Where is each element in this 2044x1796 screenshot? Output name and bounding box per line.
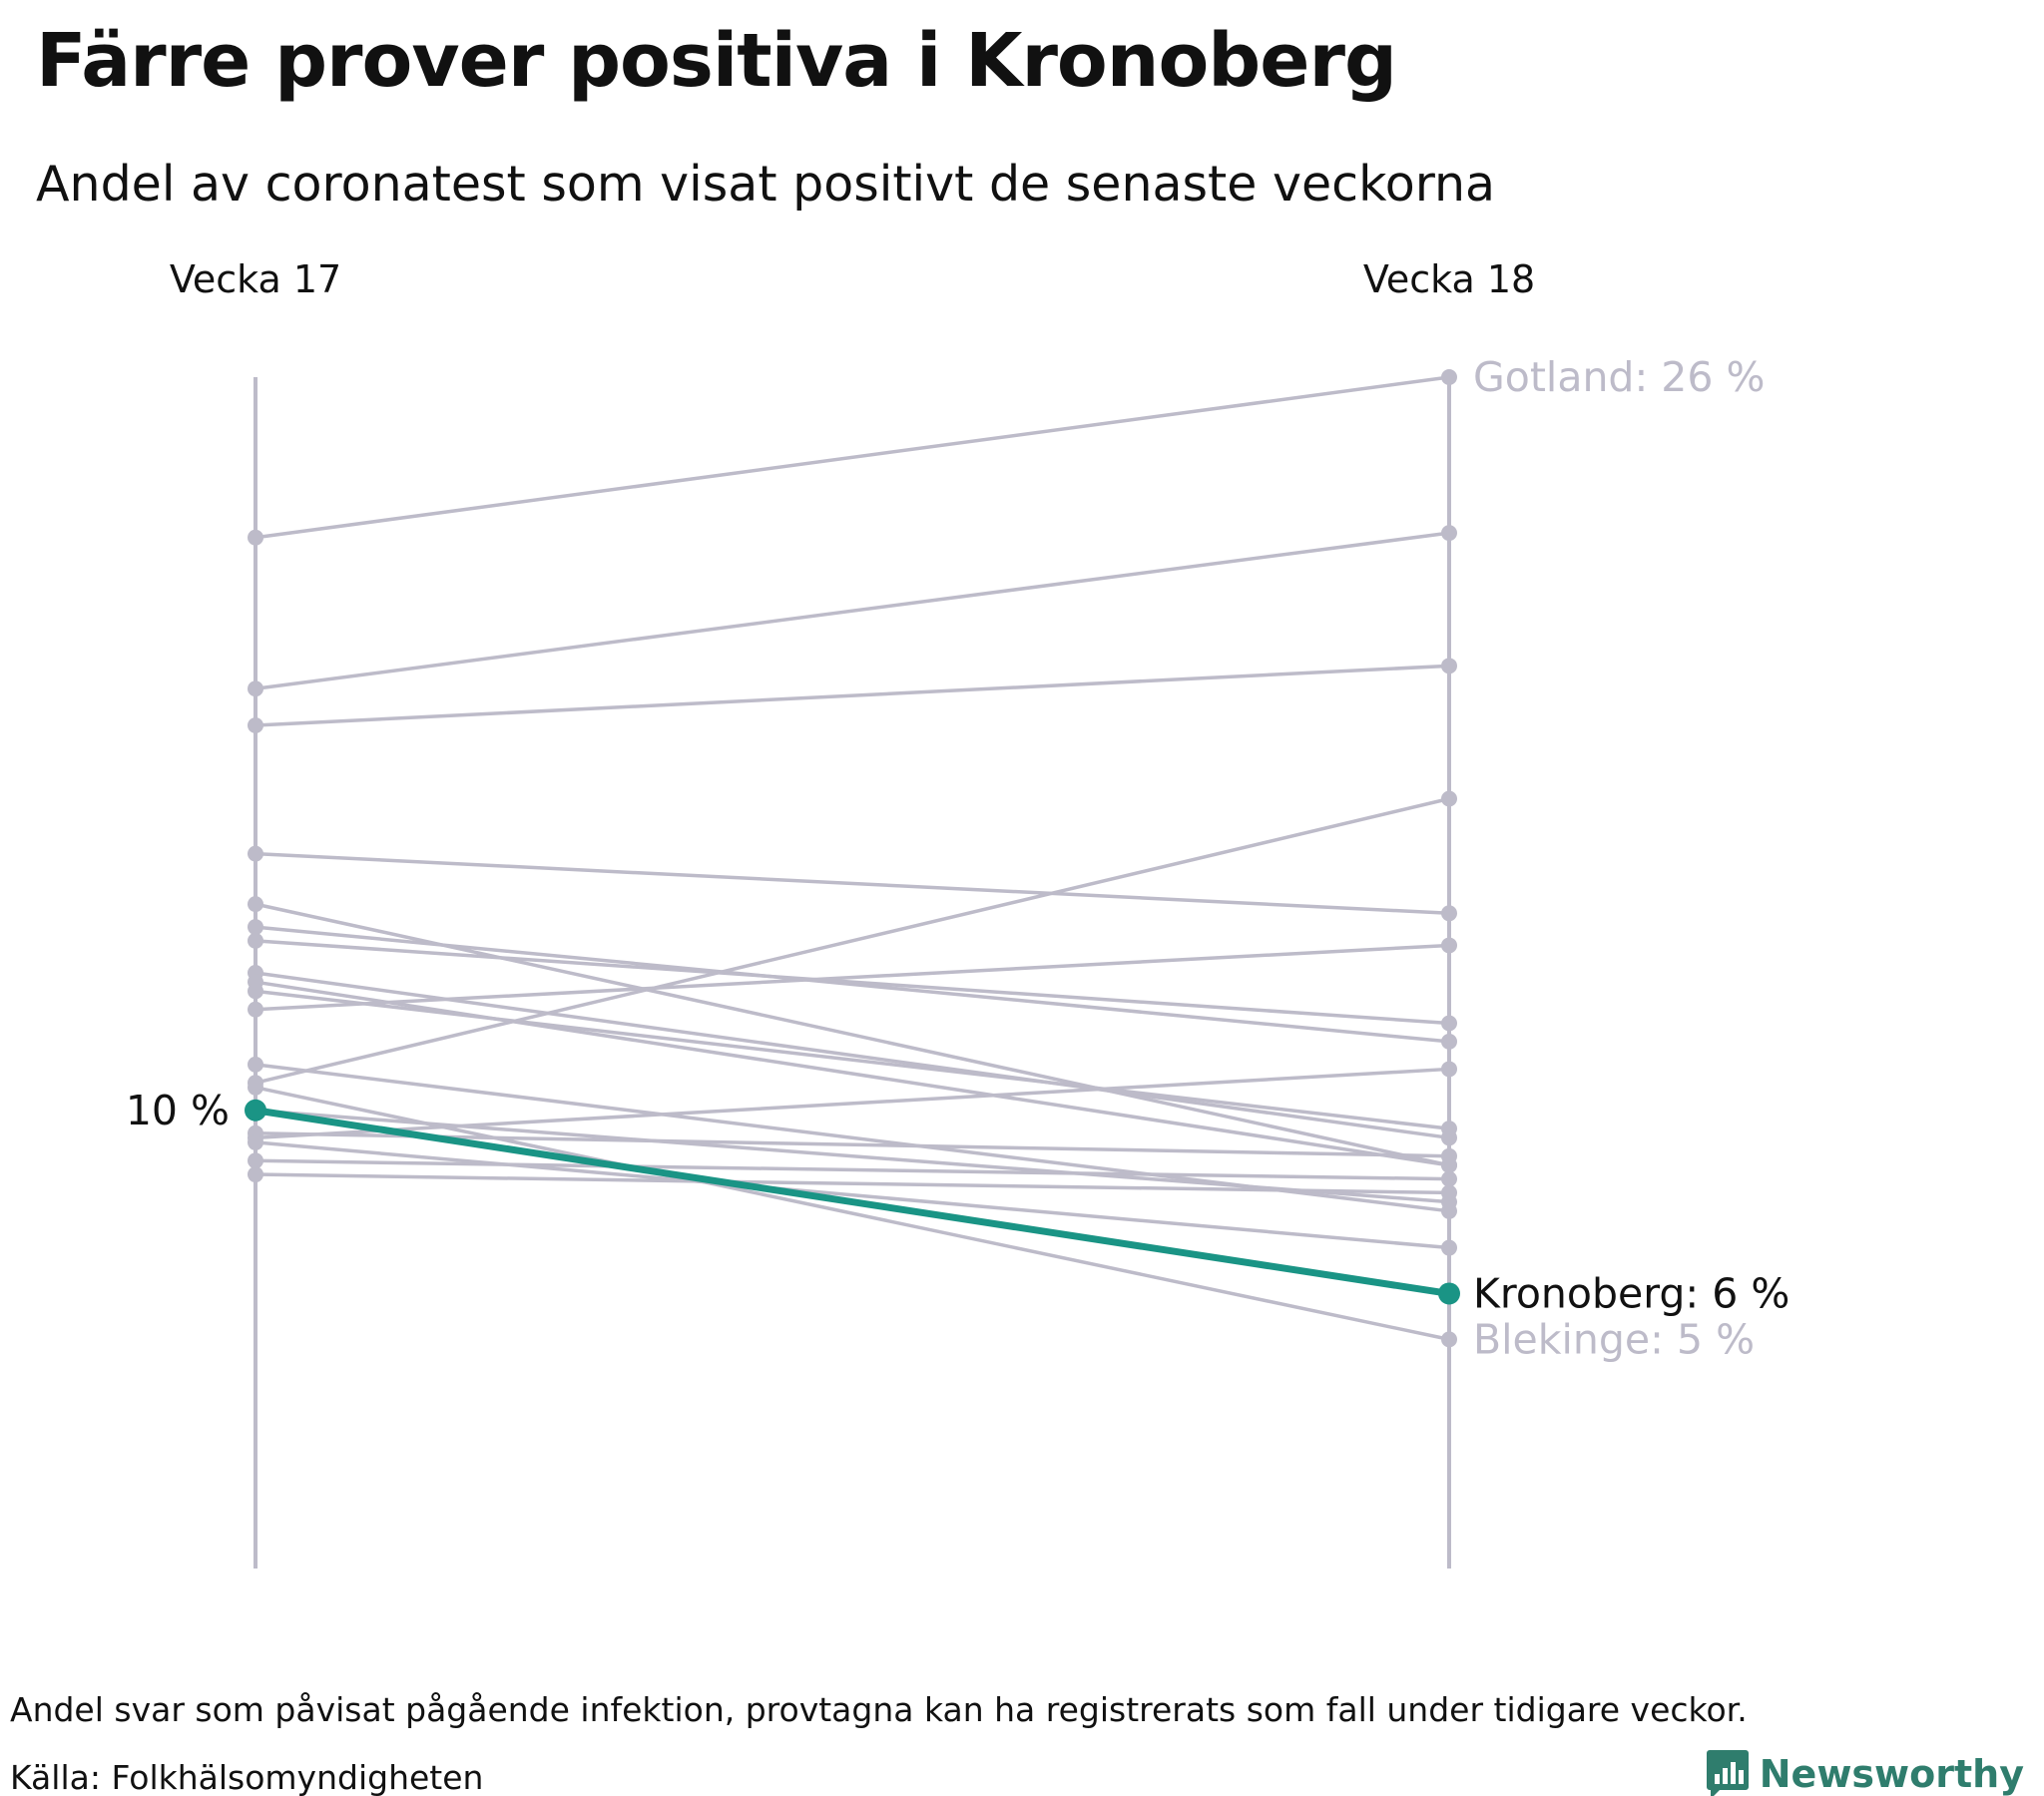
data-point <box>1441 1033 1457 1050</box>
data-point <box>1441 1147 1457 1164</box>
series-line <box>255 1109 1450 1204</box>
data-label-blekinge: Blekinge: 5 % <box>1473 1315 1755 1363</box>
series-line <box>255 851 1450 916</box>
data-point-kronoberg <box>1438 1282 1460 1305</box>
data-point <box>248 1075 263 1092</box>
data-point <box>248 1166 263 1183</box>
data-point <box>248 932 263 949</box>
series-line <box>255 1158 1450 1181</box>
data-point <box>248 983 263 1000</box>
series-line <box>255 939 1450 1026</box>
chart-subtitle: Andel av coronatest som visat positivt d… <box>36 156 1496 213</box>
series-line <box>255 989 1450 1130</box>
data-point <box>1441 525 1457 542</box>
x-tick-label-week-18: Vecka 18 <box>1362 257 1536 301</box>
data-point <box>1441 1239 1457 1256</box>
chart-title: Färre prover positiva i Kronoberg <box>36 18 1397 104</box>
data-point <box>1441 1015 1457 1032</box>
series-line <box>255 1172 1450 1195</box>
series-line <box>255 375 1450 540</box>
data-point <box>248 717 263 734</box>
data-point <box>1441 790 1457 807</box>
series-line <box>255 664 1450 727</box>
series-line <box>255 531 1450 691</box>
series-line <box>255 943 1450 1012</box>
brand-logo: Newsworthy <box>1706 1748 2024 1796</box>
data-label-gotland: Gotland: 26 % <box>1473 353 1765 401</box>
source-note: Källa: Folkhälsomyndigheten <box>10 1758 484 1796</box>
footnote: Andel svar som påvisat pågående infektio… <box>10 1690 1748 1729</box>
series-line <box>255 1067 1450 1140</box>
series-line <box>255 1086 1450 1342</box>
data-point <box>248 529 263 546</box>
data-point <box>248 1133 263 1150</box>
data-point <box>248 896 263 913</box>
bar-chart-speech-bubble-icon <box>1706 1750 1749 1796</box>
data-point <box>248 845 263 862</box>
data-label-kronoberg-week-17: 10 % <box>126 1087 230 1134</box>
series-line-kronoberg <box>252 1107 1453 1297</box>
data-point <box>1441 1184 1457 1201</box>
series-line <box>255 971 1450 1140</box>
data-point <box>248 680 263 697</box>
series-line <box>255 925 1450 1044</box>
brand-name: Newsworthy <box>1759 1752 2024 1796</box>
data-point-kronoberg <box>245 1099 266 1122</box>
data-point <box>1441 905 1457 922</box>
data-label-kronoberg: Kronoberg: 6 % <box>1473 1269 1789 1317</box>
data-point <box>1441 1331 1457 1348</box>
data-point <box>248 1056 263 1073</box>
data-point <box>248 1152 263 1169</box>
data-point <box>1441 1121 1457 1137</box>
data-point <box>248 919 263 936</box>
series-line <box>255 1130 1450 1158</box>
series-line <box>255 1140 1450 1250</box>
data-point <box>1441 658 1457 674</box>
data-point <box>248 1001 263 1018</box>
series-line <box>255 796 1450 1085</box>
data-point <box>1441 1170 1457 1187</box>
x-tick-label-week-17: Vecka 17 <box>169 257 342 301</box>
data-point <box>1441 937 1457 954</box>
data-point <box>1441 1061 1457 1078</box>
data-point <box>1441 369 1457 385</box>
